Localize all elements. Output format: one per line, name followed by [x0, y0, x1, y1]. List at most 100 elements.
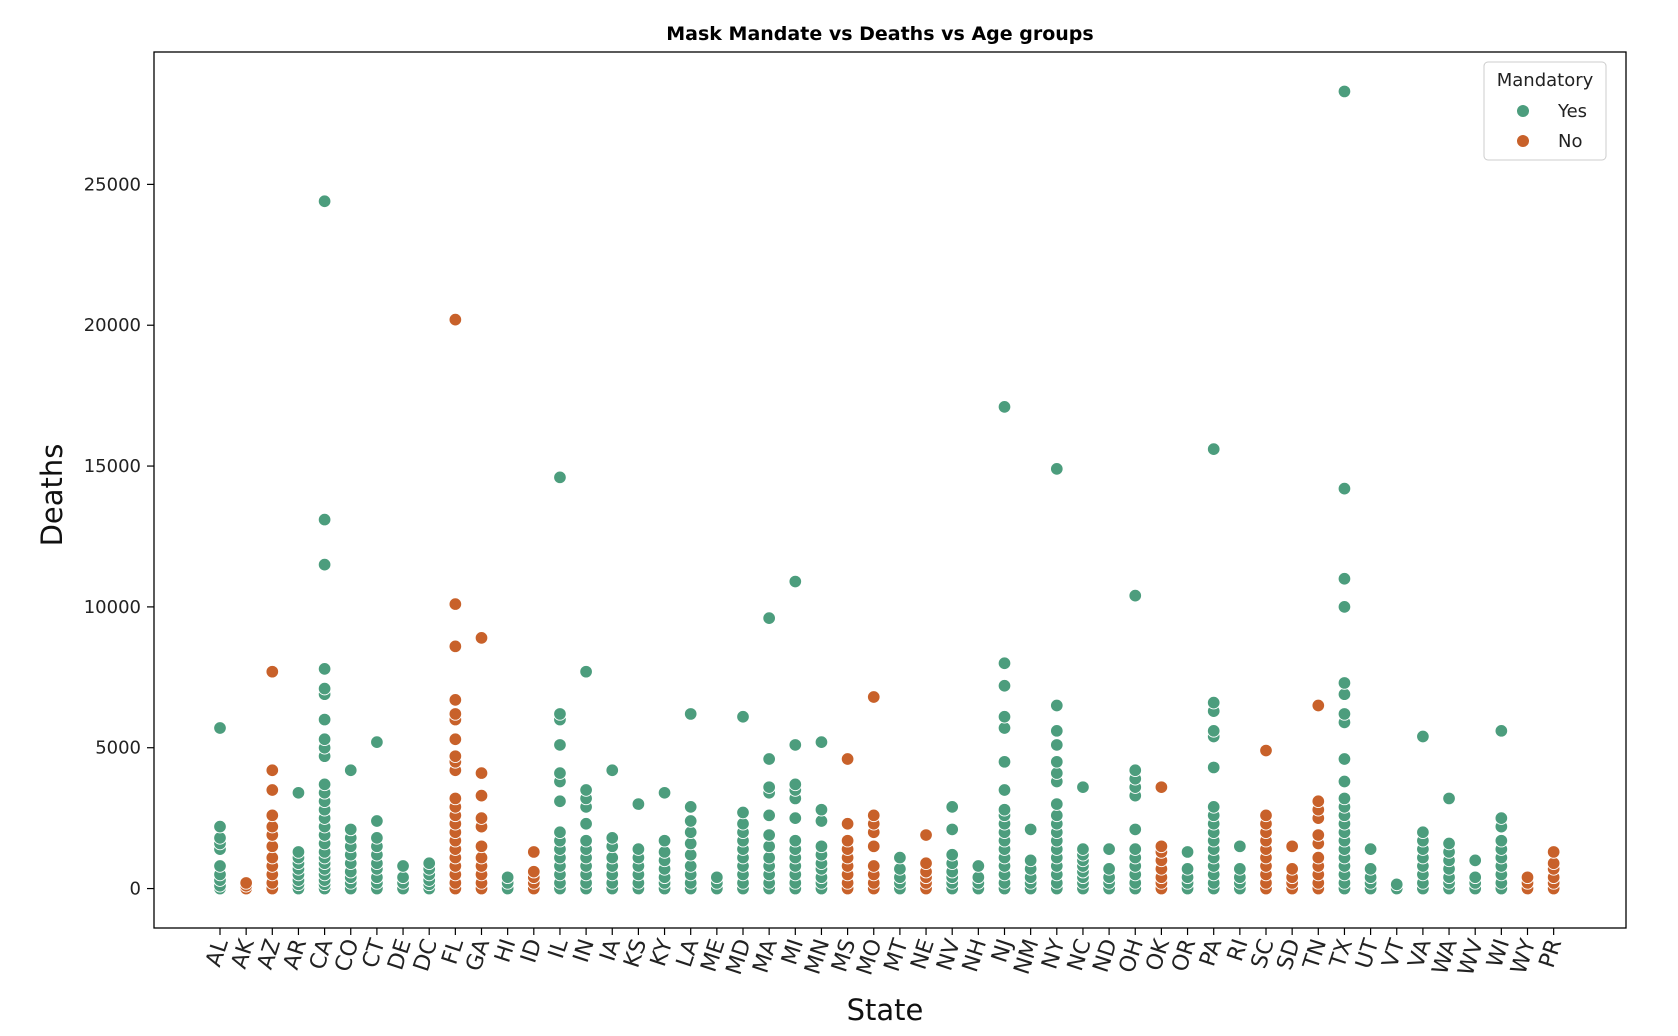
- data-point: [762, 828, 776, 842]
- data-point: [1154, 839, 1169, 854]
- data-point: [317, 777, 332, 792]
- data-point: [448, 791, 463, 806]
- data-point: [1023, 822, 1038, 837]
- data-point: [344, 822, 358, 837]
- data-point: [893, 862, 907, 876]
- data-point: [474, 788, 489, 803]
- legend-label-no: No: [1558, 131, 1582, 152]
- data-point: [1050, 755, 1064, 769]
- y-axis-label: Deaths: [35, 444, 69, 547]
- data-point: [474, 766, 489, 780]
- data-point: [1416, 825, 1430, 839]
- data-point: [945, 848, 959, 862]
- data-point: [1337, 676, 1352, 690]
- data-point: [1442, 791, 1456, 806]
- data-point: [814, 735, 829, 749]
- data-point: [1337, 707, 1352, 721]
- data-point: [1076, 842, 1090, 856]
- legend-marker-yes: [1516, 104, 1530, 118]
- data-point: [370, 735, 384, 749]
- data-point: [683, 859, 698, 873]
- data-point: [1050, 808, 1064, 823]
- data-point: [553, 825, 567, 839]
- y-tick-label: 15000: [84, 456, 141, 477]
- data-point: [997, 709, 1012, 724]
- data-point: [474, 811, 489, 825]
- data-point: [527, 845, 541, 859]
- data-point: [422, 856, 436, 870]
- data-point: [553, 738, 567, 752]
- data-point: [213, 819, 227, 834]
- data-point: [1285, 862, 1299, 876]
- data-point: [553, 470, 567, 485]
- data-point: [1337, 571, 1352, 586]
- legend-box: [1483, 61, 1607, 161]
- y-tick-label: 20000: [84, 315, 141, 336]
- data-point: [448, 693, 463, 707]
- data-point: [867, 839, 881, 854]
- series-no: [239, 312, 1561, 896]
- data-point: [814, 814, 829, 828]
- data-point: [265, 839, 280, 854]
- data-point: [997, 679, 1012, 693]
- data-point: [1154, 780, 1169, 794]
- x-axis: ALAKAZARCACOCTDEDCFLGAHIIDILINIAKSKYLAME…: [201, 928, 1567, 979]
- data-point: [1206, 442, 1221, 456]
- data-point: [265, 763, 280, 778]
- data-point: [762, 808, 776, 823]
- data-point: [527, 864, 541, 879]
- data-point: [1050, 462, 1064, 476]
- data-point: [1337, 791, 1352, 806]
- y-tick-label: 5000: [95, 738, 141, 759]
- data-point: [1494, 833, 1509, 848]
- data-point: [317, 512, 332, 527]
- data-point: [1206, 695, 1221, 710]
- data-point: [317, 662, 332, 676]
- data-point: [683, 825, 698, 839]
- data-point: [1050, 724, 1064, 738]
- chart-title: Mask Mandate vs Deaths vs Age groups: [666, 23, 1093, 45]
- data-point: [657, 845, 672, 859]
- data-point: [945, 822, 959, 837]
- series-yes: [213, 84, 1509, 896]
- data-point: [683, 707, 698, 721]
- data-point: [605, 763, 620, 778]
- y-tick-label: 10000: [84, 597, 141, 618]
- data-point: [317, 681, 332, 696]
- data-point: [579, 817, 593, 831]
- data-point: [1076, 780, 1090, 794]
- data-point: [1494, 724, 1509, 738]
- data-point: [1546, 845, 1561, 859]
- data-point: [710, 870, 724, 885]
- data-point: [1468, 853, 1482, 868]
- data-point: [579, 833, 593, 848]
- data-point: [893, 850, 907, 865]
- data-point: [579, 664, 593, 679]
- data-point: [1102, 842, 1116, 856]
- data-point: [1520, 870, 1535, 885]
- data-point: [265, 783, 280, 797]
- data-point: [448, 597, 463, 611]
- data-point: [736, 709, 750, 724]
- data-point: [265, 819, 280, 834]
- data-point: [448, 707, 463, 721]
- data-point: [291, 845, 306, 859]
- data-point: [1102, 862, 1116, 876]
- data-point: [736, 805, 750, 820]
- data-point: [683, 814, 698, 828]
- x-axis-label: State: [847, 993, 924, 1027]
- data-point: [370, 814, 384, 828]
- data-point: [997, 783, 1012, 797]
- data-point: [1363, 842, 1378, 856]
- data-point: [657, 786, 672, 800]
- data-point: [1050, 738, 1064, 752]
- data-point: [265, 808, 280, 823]
- data-point: [919, 828, 933, 842]
- data-point: [1389, 877, 1404, 892]
- y-tick-label: 25000: [84, 174, 141, 195]
- data-point: [1337, 600, 1352, 614]
- data-point: [396, 870, 410, 885]
- data-point: [500, 870, 515, 885]
- data-point: [605, 850, 620, 865]
- data-point: [1233, 839, 1247, 854]
